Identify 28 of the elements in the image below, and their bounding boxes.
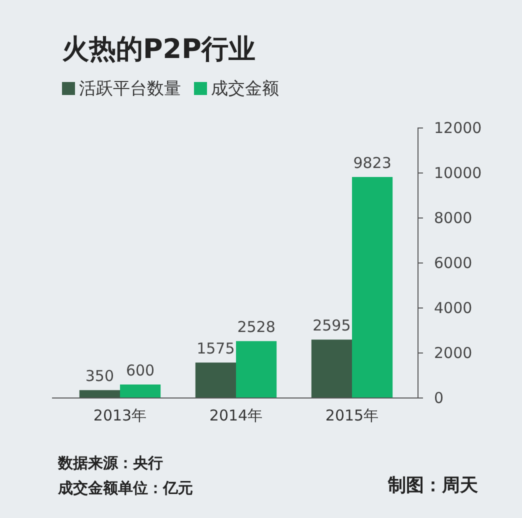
x-tick-label: 2015年: [325, 406, 379, 424]
source-note: 数据来源：央行: [57, 454, 163, 472]
bar: [195, 362, 236, 398]
x-tick-label: 2013年: [93, 406, 147, 424]
bar: [236, 341, 277, 398]
y-tick-label: 8000: [434, 208, 472, 227]
data-label: 350: [85, 367, 114, 386]
data-label: 2528: [237, 318, 276, 336]
y-tick-label: 10000: [434, 164, 482, 182]
text: 成交金额单位：亿元: [57, 479, 193, 497]
bar: [311, 340, 352, 398]
data-label: 1575: [196, 340, 235, 358]
text: 制图：周天: [387, 475, 478, 496]
bar: [120, 384, 161, 398]
data-label: 9823: [353, 154, 392, 172]
y-tick-label: 4000: [434, 298, 472, 317]
y-tick-label: 2000: [434, 344, 472, 362]
x-tick-label: 2014年: [209, 406, 263, 424]
y-tick-label: 12000: [434, 118, 482, 137]
y-tick-label: 0: [434, 388, 444, 407]
legend-label: 活跃平台数量: [79, 79, 181, 99]
legend-label: 成交金额: [211, 79, 279, 99]
y-tick-label: 6000: [434, 254, 472, 272]
data-label: 600: [126, 362, 155, 380]
data-label: 2595: [312, 316, 351, 335]
bar: [79, 390, 120, 398]
bar: [352, 176, 393, 398]
chart-title: 火热的P2P行业: [62, 34, 256, 65]
